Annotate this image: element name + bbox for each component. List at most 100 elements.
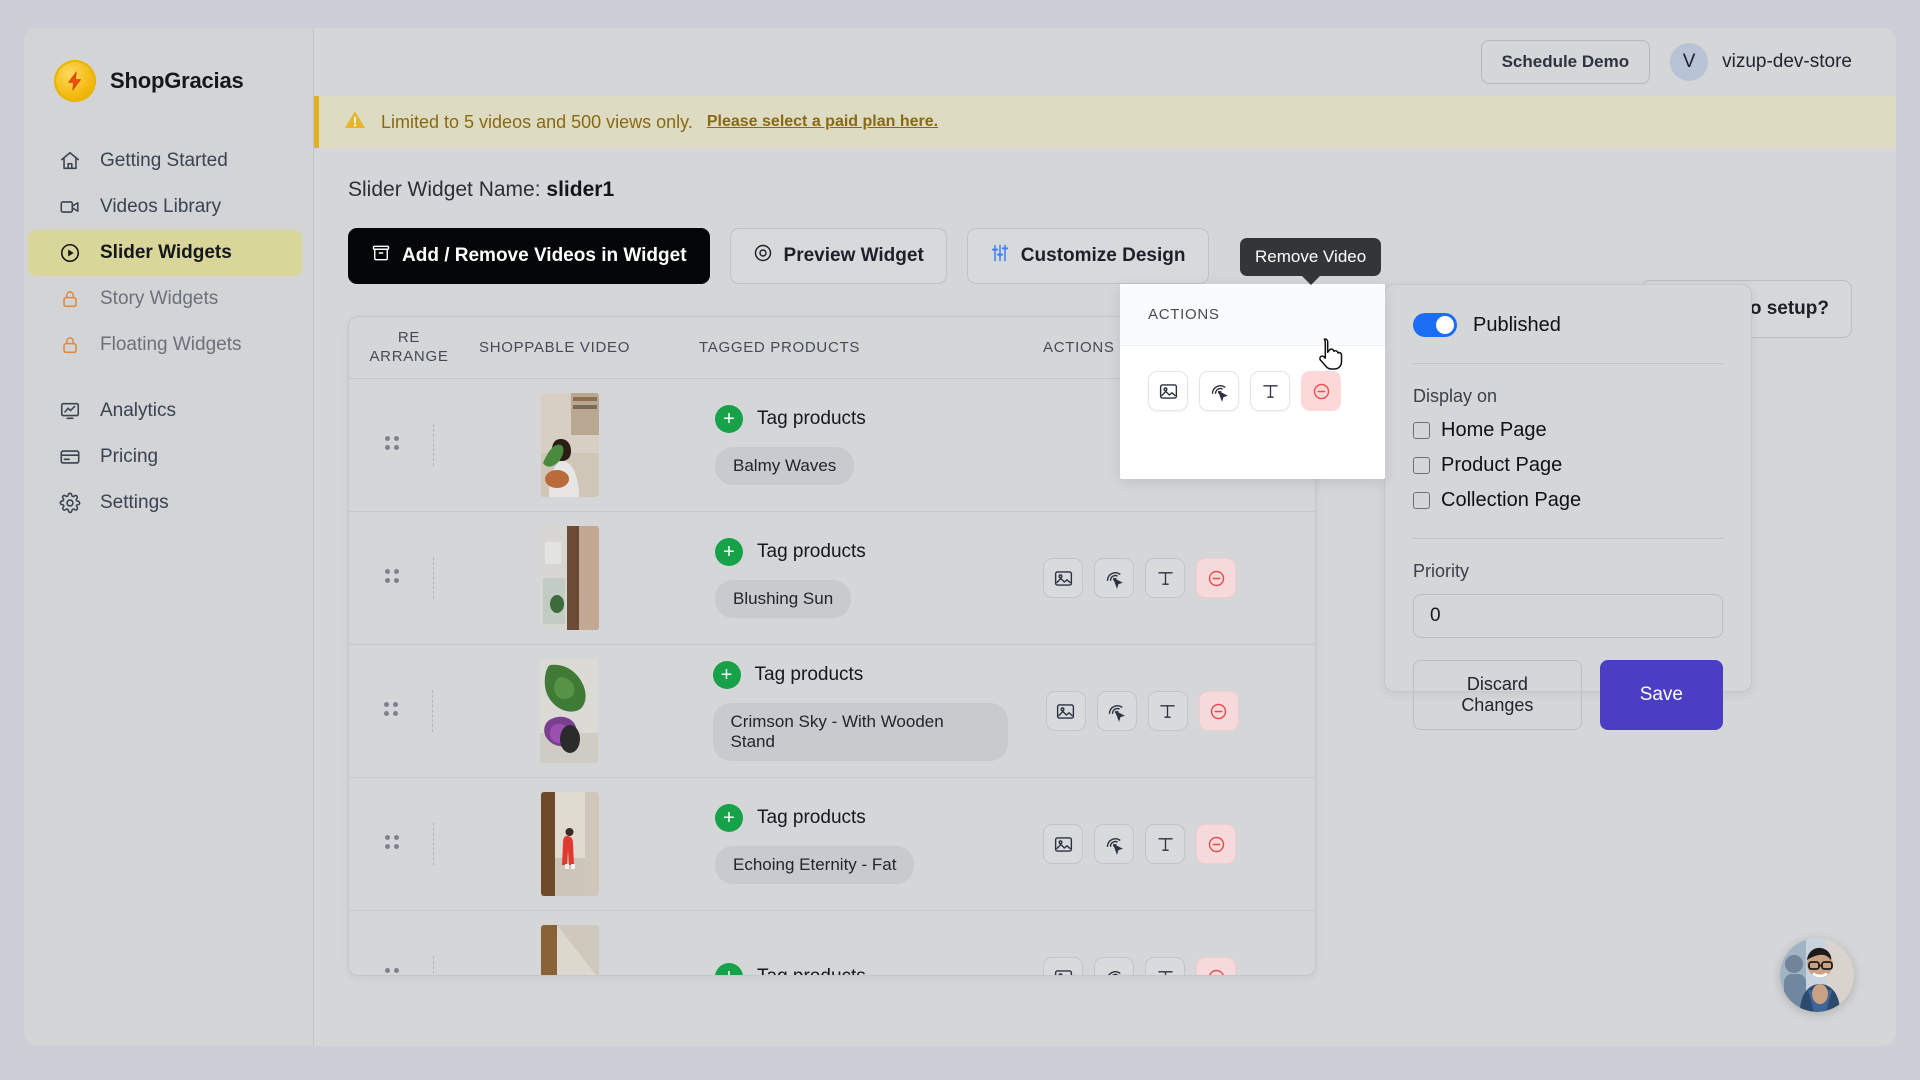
text-icon[interactable] [1147,691,1188,731]
sidebar-item-floating-widgets[interactable]: Floating Widgets [28,322,302,368]
drag-handle[interactable] [349,778,469,910]
panel-buttons: Discard Changes Save [1413,660,1723,730]
sidebar-item-label: Analytics [100,400,177,421]
video-thumbnail-cell[interactable] [469,379,689,511]
click-target-icon[interactable] [1096,691,1137,731]
schedule-demo-button[interactable]: Schedule Demo [1480,40,1651,84]
priority-input[interactable] [1413,594,1723,638]
row-divider [432,956,434,975]
analytics-chart-icon [58,399,82,423]
account-menu[interactable]: V vizup-dev-store [1670,43,1852,81]
avatar: V [1670,43,1709,81]
table-row: + Tag products Balmy Waves [349,379,1315,512]
remove-circle-icon[interactable] [1198,691,1239,731]
preview-widget-label: Preview Widget [783,245,924,266]
brand[interactable]: ShopGracias [24,50,313,112]
sidebar-item-analytics[interactable]: Analytics [28,388,302,434]
sidebar-item-settings[interactable]: Settings [28,480,302,526]
panel-divider [1413,538,1723,539]
product-chip[interactable]: Echoing Eternity - Fat [715,846,915,884]
video-thumbnail-cell[interactable] [469,911,689,975]
video-thumbnail-cell[interactable] [468,645,687,777]
text-icon[interactable] [1145,558,1185,598]
product-chip[interactable]: Crimson Sky - With Wooden Stand [712,703,1008,761]
drag-handle[interactable] [349,911,469,975]
text-icon[interactable] [1250,371,1290,411]
row-divider [432,424,434,466]
toggle-knob [1436,316,1454,334]
sidebar-item-story-widgets[interactable]: Story Widgets [28,276,302,322]
image-icon[interactable] [1045,691,1086,731]
sidebar-item-slider-widgets[interactable]: Slider Widgets [28,230,302,276]
checkbox-product-page[interactable]: Product Page [1413,454,1723,477]
click-target-icon[interactable] [1094,957,1134,975]
eye-target-icon [753,243,773,269]
tagged-products-cell: + Tag products Balmy Waves [689,379,1015,511]
checkbox-label: Collection Page [1441,489,1582,511]
image-icon[interactable] [1043,558,1083,598]
checkbox-label: Home Page [1441,419,1547,441]
checkbox-box[interactable] [1413,422,1430,439]
checkbox-home-page[interactable]: Home Page [1413,419,1723,442]
row-actions [1015,911,1315,975]
image-icon[interactable] [1043,957,1083,975]
account-name: vizup-dev-store [1722,51,1852,72]
sidebar-item-getting-started[interactable]: Getting Started [28,138,302,184]
checkbox-box[interactable] [1413,492,1430,509]
warning-triangle-icon [343,108,367,137]
sliders-icon [990,243,1010,269]
click-target-icon[interactable] [1199,371,1239,411]
tag-products-button[interactable]: + Tag products [715,405,866,433]
box-icon [371,243,391,269]
panel-divider [1413,363,1723,364]
remove-circle-icon[interactable] [1196,558,1236,598]
product-chip[interactable]: Balmy Waves [715,447,855,485]
text-icon[interactable] [1145,824,1185,864]
sidebar-item-label: Floating Widgets [100,334,242,355]
tag-products-button[interactable]: + Tag products [712,661,863,689]
image-icon[interactable] [1043,824,1083,864]
published-toggle[interactable] [1413,313,1457,337]
sidebar-item-videos-library[interactable]: Videos Library [28,184,302,230]
actions-overlay-buttons [1120,346,1385,411]
checkbox-box[interactable] [1413,457,1430,474]
save-button[interactable]: Save [1599,660,1723,730]
click-target-icon[interactable] [1094,824,1134,864]
support-chat-button[interactable] [1780,938,1854,1012]
checkbox-collection-page[interactable]: Collection Page [1413,489,1723,512]
remove-circle-icon[interactable] [1301,371,1341,411]
tag-products-button[interactable]: + Tag products [715,963,866,975]
video-thumbnail [541,925,599,975]
drag-handle[interactable] [349,379,469,511]
video-thumbnail-cell[interactable] [469,778,689,910]
sidebar-item-pricing[interactable]: Pricing [28,434,302,480]
priority-label: Priority [1413,561,1470,581]
published-toggle-row[interactable]: Published [1413,313,1723,337]
image-icon[interactable] [1148,371,1188,411]
video-thumbnail-cell[interactable] [469,512,689,644]
nav-spacer [24,368,313,388]
remove-circle-icon[interactable] [1196,957,1236,975]
lock-icon [58,287,82,311]
drag-handle[interactable] [349,512,469,644]
tag-products-label: Tag products [757,966,866,975]
preview-widget-button[interactable]: Preview Widget [729,228,947,284]
add-remove-videos-button[interactable]: Add / Remove Videos in Widget [348,228,710,284]
content-area: RE ARRANGE SHOPPABLE VIDEO TAGGED PRODUC… [314,238,1896,976]
video-thumbnail [541,526,599,630]
toolbar: Add / Remove Videos in Widget Preview Wi… [314,202,1896,284]
product-chip[interactable]: Blushing Sun [715,580,852,618]
video-thumbnail [539,659,598,763]
paid-plan-link[interactable]: Please select a paid plan here. [706,113,939,130]
drag-handle[interactable] [349,645,468,777]
text-icon[interactable] [1145,957,1185,975]
table-row: + Tag products [349,911,1315,975]
discard-changes-button[interactable]: Discard Changes [1413,660,1582,730]
tag-products-button[interactable]: + Tag products [715,804,866,832]
remove-circle-icon[interactable] [1196,824,1236,864]
page-title: Slider Widget Name: slider1 [314,148,1896,202]
click-target-icon[interactable] [1094,558,1134,598]
tag-products-button[interactable]: + Tag products [715,538,866,566]
sidebar-nav: Getting Started Videos Library Slider Wi… [24,138,313,526]
customize-design-button[interactable]: Customize Design [966,228,1209,284]
